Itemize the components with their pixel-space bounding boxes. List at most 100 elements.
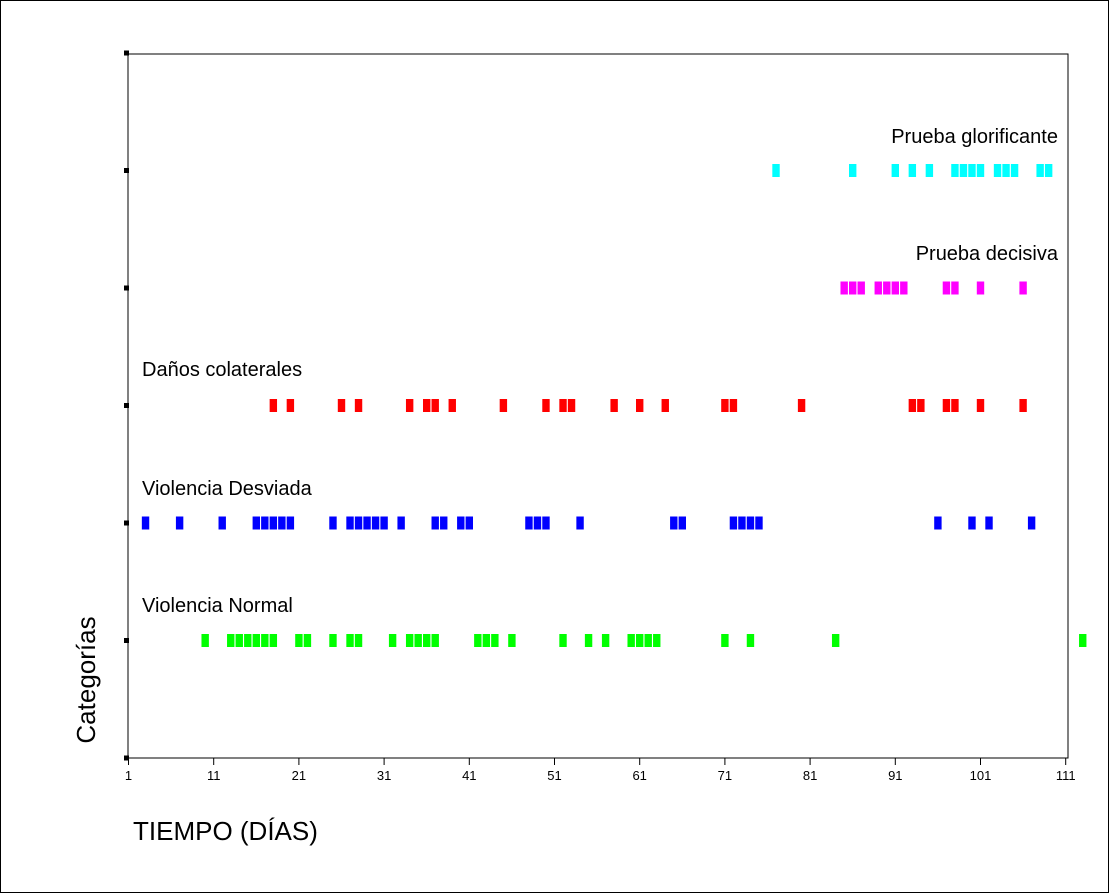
- data-point: [951, 399, 959, 412]
- data-point: [295, 634, 303, 647]
- data-point: [252, 516, 260, 530]
- data-point: [474, 634, 482, 647]
- data-point: [457, 516, 465, 530]
- series-labels: Violencia Normal Violencia Desviada Daños …: [142, 126, 1059, 617]
- data-point: [559, 399, 567, 412]
- x-tick-labels: 1 11 21 31 41 51 61 71 81 91 101 111: [125, 768, 1076, 783]
- data-point: [397, 516, 405, 530]
- x-tick-label: 111: [1056, 768, 1076, 783]
- data-point: [729, 399, 738, 412]
- data-point: [1079, 634, 1087, 647]
- data-point: [269, 516, 278, 530]
- x-tick-label: 51: [547, 768, 561, 783]
- x-tick-label: 1: [125, 768, 132, 783]
- series-label: Daños colaterales: [142, 359, 302, 381]
- data-point: [636, 399, 644, 412]
- series-label: Violencia Desviada: [142, 478, 313, 500]
- data-point: [261, 634, 269, 647]
- x-axis-label: TIEMPO (DÍAS): [133, 816, 318, 846]
- data-point: [738, 516, 746, 530]
- data-point: [363, 516, 371, 530]
- data-point: [218, 516, 226, 530]
- data-point: [329, 516, 337, 530]
- x-tick-label: 71: [718, 768, 732, 783]
- data-point: [508, 634, 516, 647]
- data-point: [1044, 164, 1053, 177]
- data-point: [278, 516, 286, 530]
- data-point: [627, 634, 635, 647]
- y-tick: [124, 50, 129, 56]
- data-point: [976, 281, 985, 295]
- y-tick: [124, 638, 129, 643]
- data-point: [252, 634, 260, 647]
- series-label: Prueba decisiva: [916, 243, 1059, 265]
- data-point: [942, 399, 951, 412]
- data-point: [576, 516, 584, 530]
- data-point: [636, 634, 644, 647]
- data-point: [934, 516, 942, 530]
- data-point: [329, 634, 337, 647]
- x-tick-label: 91: [888, 768, 902, 783]
- data-point: [542, 516, 550, 530]
- data-point: [721, 634, 729, 647]
- data-point: [891, 164, 899, 177]
- data-point: [925, 164, 934, 177]
- data-point: [269, 634, 278, 647]
- x-tick-label: 31: [377, 768, 391, 783]
- data-point: [840, 281, 848, 295]
- data-point: [951, 164, 959, 177]
- data-point: [976, 399, 985, 412]
- x-tick-label: 101: [970, 768, 992, 783]
- data-point: [175, 516, 184, 530]
- data-point: [499, 399, 508, 412]
- data-point: [993, 164, 1002, 177]
- data-point: [951, 281, 959, 295]
- data-point: [797, 399, 806, 412]
- data-point: [440, 516, 448, 530]
- x-tick-label: 81: [803, 768, 817, 783]
- data-point: [755, 516, 763, 530]
- data-point: [354, 516, 363, 530]
- data-point: [405, 399, 414, 412]
- data-point: [491, 634, 499, 647]
- data-point: [371, 516, 380, 530]
- data-point: [346, 634, 354, 647]
- y-tick: [124, 403, 129, 408]
- data-point: [431, 399, 439, 412]
- data-point: [354, 634, 363, 647]
- data-point: [746, 634, 755, 647]
- data-point: [849, 281, 857, 295]
- y-tick: [124, 520, 129, 526]
- data-point: [141, 516, 150, 530]
- data-point: [286, 516, 295, 530]
- data-point: [601, 634, 610, 647]
- data-point: [303, 634, 312, 647]
- data-point: [678, 516, 686, 530]
- data-point: [1027, 516, 1036, 530]
- data-point: [261, 516, 269, 530]
- y-tick: [124, 168, 129, 173]
- data-point: [1019, 281, 1027, 295]
- data-point: [729, 516, 738, 530]
- data-point: [746, 516, 755, 530]
- data-point: [431, 634, 439, 647]
- data-point: [653, 634, 661, 647]
- data-point: [976, 164, 985, 177]
- data-point: [431, 516, 439, 530]
- data-point: [465, 516, 473, 530]
- data-point: [448, 399, 456, 412]
- data-point: [985, 516, 993, 530]
- data-point: [201, 634, 209, 647]
- data-point: [414, 634, 422, 647]
- x-tick-label: 41: [462, 768, 476, 783]
- data-point: [968, 516, 976, 530]
- data-point: [900, 281, 908, 295]
- data-point: [542, 399, 550, 412]
- data-point: [227, 634, 235, 647]
- data-marks: [141, 164, 1087, 647]
- data-point: [908, 164, 917, 177]
- data-point: [908, 399, 917, 412]
- data-point: [1036, 164, 1044, 177]
